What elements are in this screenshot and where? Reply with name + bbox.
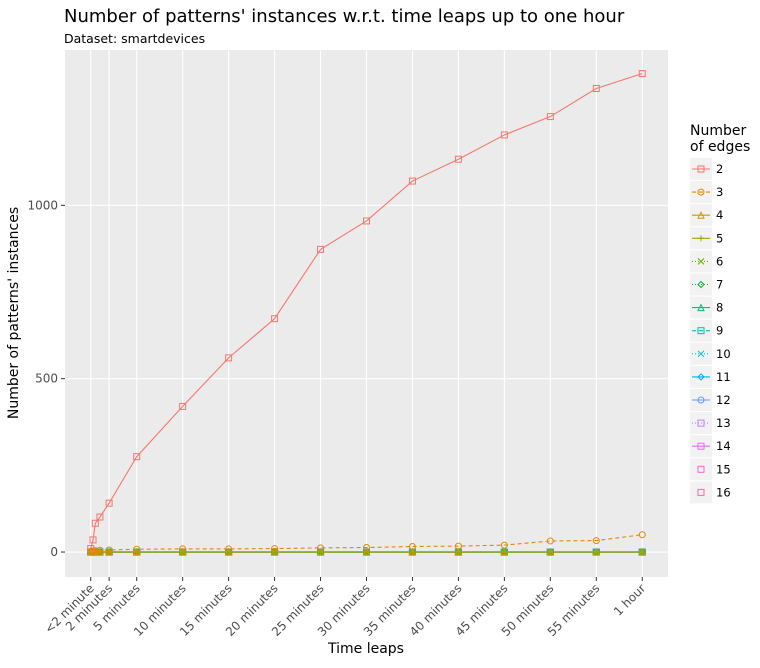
legend-label: 16 xyxy=(716,485,731,499)
legend-key xyxy=(690,481,712,503)
x-tick-label: 1 hour xyxy=(611,581,648,618)
chart-subtitle: Dataset: smartdevices xyxy=(64,31,205,46)
y-axis-title: Number of patterns' instances xyxy=(6,207,22,419)
legend-label: 5 xyxy=(716,231,723,245)
legend-label: 13 xyxy=(716,416,731,430)
y-tick-label: 1000 xyxy=(27,198,58,212)
legend-label: 3 xyxy=(716,185,723,199)
x-axis-title: Time leaps xyxy=(327,641,404,657)
legend-label: 2 xyxy=(716,162,723,176)
legend-label: 9 xyxy=(716,324,723,338)
legend-label: 14 xyxy=(716,439,731,453)
y-tick-label: 0 xyxy=(50,545,58,559)
legend-label: 6 xyxy=(716,254,723,268)
legend-label: 4 xyxy=(716,208,723,222)
legend-label: 11 xyxy=(716,370,731,384)
legend-label: 12 xyxy=(716,393,731,407)
legend-label: 7 xyxy=(716,278,723,292)
legend-title-line: of edges xyxy=(690,139,750,155)
legend-label: 8 xyxy=(716,301,723,315)
y-tick-label: 500 xyxy=(35,372,58,386)
legend-key xyxy=(690,458,712,480)
legend-label: 10 xyxy=(716,347,731,361)
legend-label: 15 xyxy=(716,462,731,476)
legend-title-line: Number xyxy=(690,123,746,139)
chart-title: Number of patterns' instances w.r.t. tim… xyxy=(64,6,625,27)
